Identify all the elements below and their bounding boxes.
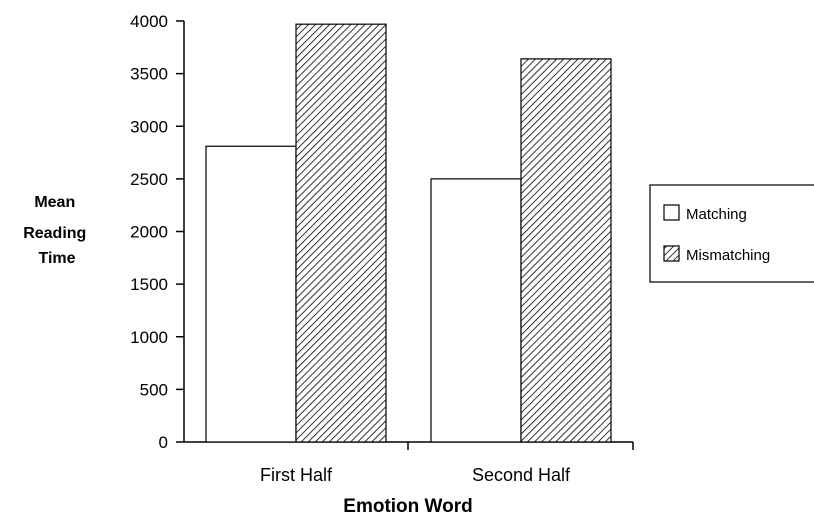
bar-matching-1 xyxy=(205,145,297,443)
y-tick-label: 2000 xyxy=(130,223,168,242)
legend-swatch-mismatching xyxy=(663,245,680,262)
y-tick-label: 3500 xyxy=(130,65,168,84)
category-label: Second Half xyxy=(472,465,571,485)
y-tick-label: 2500 xyxy=(130,170,168,189)
y-ticks: 0 500 1000 1500 2000 2500 3000 3500 4000 xyxy=(130,12,184,452)
bar-matching-2 xyxy=(430,178,522,443)
x-axis-title: Emotion Word xyxy=(343,496,472,517)
category-labels: First Half Second Half xyxy=(260,465,571,485)
y-tick-label: 0 xyxy=(159,433,168,452)
y-axis-title-line-2: Reading xyxy=(23,225,86,242)
y-axis-title-line-1: Mean xyxy=(34,194,75,211)
y-tick-label: 1500 xyxy=(130,275,168,294)
bar-mismatching-1 xyxy=(295,23,387,443)
legend-label-matching: Matching xyxy=(686,206,747,223)
y-axis-title-line-3: Time xyxy=(38,250,75,267)
legend-label-mismatching: Mismatching xyxy=(686,247,770,264)
bars xyxy=(205,23,612,443)
legend-swatch-matching xyxy=(663,204,680,221)
y-tick-label: 1000 xyxy=(130,328,168,347)
category-label: First Half xyxy=(260,465,333,485)
legend-box xyxy=(649,184,814,283)
y-axis-title: Mean Reading Time xyxy=(23,194,91,267)
y-tick-label: 3000 xyxy=(130,117,168,136)
y-tick-label: 500 xyxy=(140,380,168,399)
x-ticks xyxy=(407,442,634,450)
bar-mismatching-2 xyxy=(520,58,612,443)
legend: Matching Mismatching xyxy=(649,184,814,283)
y-tick-label: 4000 xyxy=(130,12,168,31)
